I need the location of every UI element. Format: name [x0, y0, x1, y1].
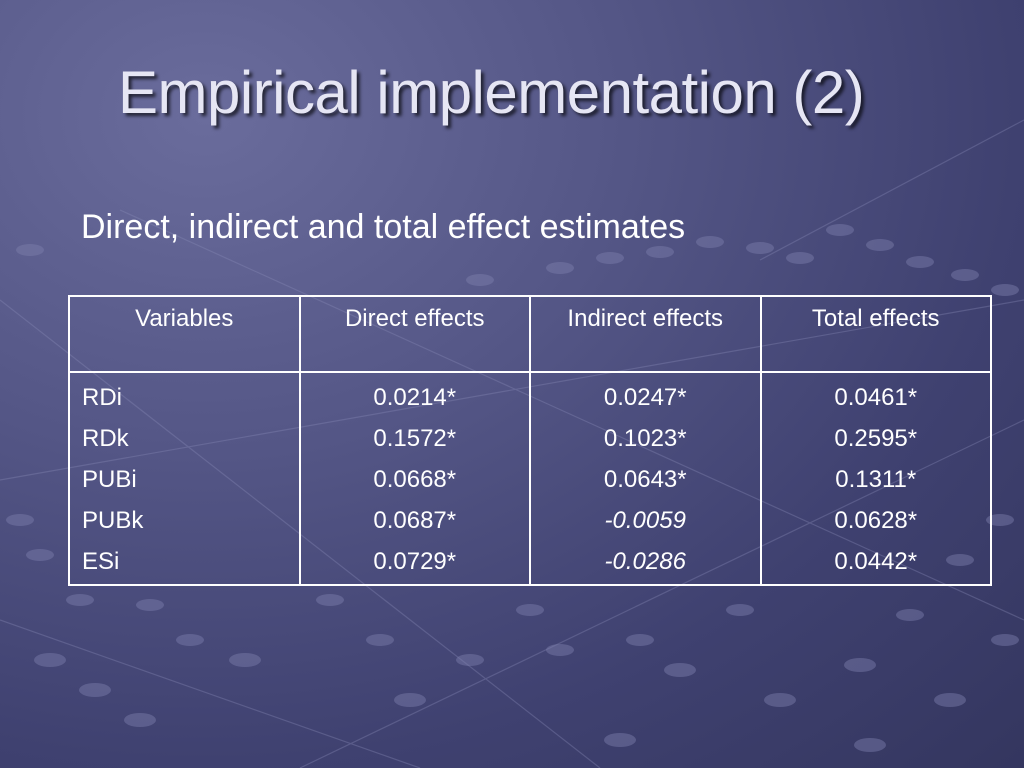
variable-name: ESi	[82, 548, 120, 575]
total-effect-value: 0.0461*	[834, 384, 918, 411]
variable-name: RDi	[82, 384, 122, 411]
direct-effects-column: 0.0214* 0.1572* 0.0668* 0.0687* 0.0729*	[298, 371, 531, 586]
total-effects-column: 0.0461* 0.2595* 0.1311* 0.0628* 0.0442*	[759, 371, 992, 586]
indirect-effect-value: -0.0286	[604, 548, 686, 575]
indirect-effect-value: 0.0247*	[603, 384, 687, 411]
variables-column: RDi RDk PUBi PUBk ESi	[68, 371, 301, 586]
header-total-effects: Total effects	[759, 295, 992, 373]
header-variables: Variables	[68, 295, 301, 373]
indirect-effect-value: 0.0643*	[603, 466, 687, 493]
direct-effect-value: 0.0687*	[373, 507, 457, 534]
table-body-row: RDi RDk PUBi PUBk ESi 0.0214* 0.1572* 0.…	[68, 371, 992, 586]
table-header-row: Variables Direct effects Indirect effect…	[68, 295, 992, 373]
total-effect-value: 0.1311*	[835, 466, 917, 493]
variable-name: RDk	[82, 425, 129, 452]
indirect-effect-value: 0.1023*	[603, 425, 687, 452]
direct-effect-value: 0.1572*	[373, 425, 457, 452]
effects-table: Variables Direct effects Indirect effect…	[68, 295, 992, 586]
total-effect-value: 0.0628*	[834, 507, 918, 534]
variable-name: PUBi	[82, 466, 137, 493]
indirect-effects-column: 0.0247* 0.1023* 0.0643* -0.0059 -0.0286	[529, 371, 762, 586]
indirect-effect-value: -0.0059	[604, 507, 686, 534]
direct-effect-value: 0.0668*	[373, 466, 457, 493]
header-indirect-effects: Indirect effects	[529, 295, 762, 373]
slide-title: Empirical implementation (2)	[118, 59, 865, 126]
variable-name: PUBk	[82, 507, 144, 534]
total-effect-value: 0.0442*	[834, 548, 918, 575]
header-direct-effects: Direct effects	[298, 295, 531, 373]
total-effect-value: 0.2595*	[834, 425, 918, 452]
direct-effect-value: 0.0214*	[373, 384, 457, 411]
slide-subtitle: Direct, indirect and total effect estima…	[81, 208, 686, 246]
direct-effect-value: 0.0729*	[373, 548, 457, 575]
